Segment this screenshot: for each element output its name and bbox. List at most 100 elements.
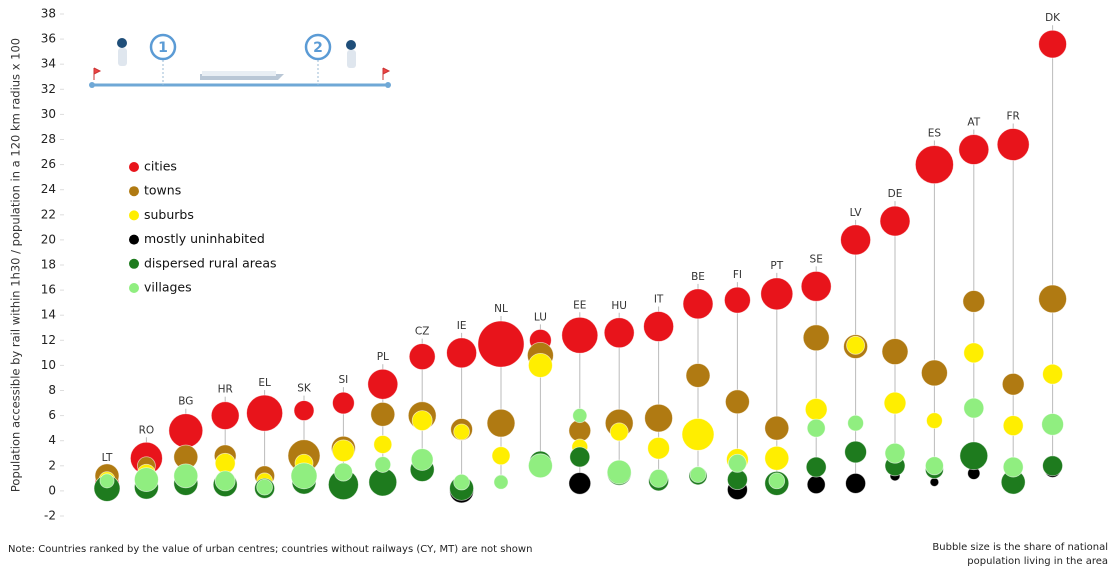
- bubble: [528, 353, 553, 378]
- bubble: [1038, 29, 1067, 59]
- bubble: [214, 470, 236, 492]
- bubble: [568, 472, 592, 495]
- category-label: LU: [534, 311, 547, 323]
- bubble: [760, 277, 794, 311]
- bubble: [134, 467, 159, 492]
- bubble: [99, 473, 115, 489]
- bubble: [924, 456, 944, 476]
- bubble: [1042, 455, 1063, 477]
- y-tick-label: 6: [48, 408, 56, 422]
- bubble: [800, 270, 832, 302]
- y-tick-label: 32: [41, 82, 56, 96]
- category-label: CZ: [415, 326, 430, 338]
- size-note: population living in the area: [967, 556, 1108, 567]
- bubble: [929, 477, 940, 487]
- category-label: DE: [888, 188, 903, 200]
- category-label: PT: [770, 260, 783, 272]
- bubble: [411, 410, 433, 432]
- bubble: [845, 472, 866, 494]
- y-tick-label: 24: [41, 182, 56, 196]
- bubbles: [93, 29, 1067, 504]
- bubble: [846, 335, 866, 355]
- bubble: [959, 441, 989, 471]
- bubble: [879, 205, 911, 237]
- category-label: BE: [691, 271, 705, 283]
- bubble: [609, 422, 629, 442]
- bubble: [884, 442, 906, 464]
- bubble: [453, 423, 470, 441]
- bubble: [370, 401, 396, 427]
- bubble: [649, 468, 669, 488]
- bubble: [764, 415, 790, 441]
- bubble: [332, 391, 355, 415]
- y-tick-label: 2: [48, 458, 56, 472]
- bubble: [921, 359, 948, 387]
- legend-label: cities: [144, 159, 177, 174]
- bubble: [963, 342, 985, 364]
- bubble: [528, 453, 553, 479]
- bubble: [290, 462, 318, 490]
- category-label: SE: [810, 253, 823, 265]
- bubble: [914, 145, 954, 185]
- legend-swatch: [129, 283, 139, 293]
- legend-label: towns: [144, 183, 181, 198]
- bubble: [806, 475, 826, 495]
- legend-swatch: [129, 258, 139, 269]
- category-label: PL: [377, 351, 389, 363]
- bubble: [453, 473, 470, 491]
- bubble: [963, 397, 985, 419]
- bubble: [210, 401, 240, 430]
- bubble: [173, 463, 199, 489]
- note: Note: Countries ranked by the value of u…: [8, 544, 532, 555]
- bubble: [685, 363, 711, 388]
- category-label: AT: [967, 117, 980, 129]
- bubble: [408, 343, 436, 371]
- bubble: [725, 389, 750, 415]
- bubble: [681, 418, 715, 451]
- bubble: [962, 290, 986, 313]
- category-label: RO: [139, 424, 155, 436]
- bubble: [847, 414, 864, 432]
- bubble: [246, 394, 284, 432]
- bubble: [996, 128, 1030, 161]
- size-note: Bubble size is the share of national: [932, 542, 1108, 553]
- y-tick-label: 26: [41, 157, 56, 171]
- y-tick-label: 10: [41, 358, 56, 372]
- bubble: [724, 286, 751, 314]
- legend-label: mostly uninhabited: [144, 231, 265, 246]
- bubble: [840, 224, 871, 256]
- y-tick-label: 20: [41, 232, 56, 246]
- legend-label: villages: [144, 280, 192, 295]
- bubble: [768, 472, 786, 490]
- bubble: [333, 462, 353, 482]
- bubble: [1038, 284, 1067, 314]
- bubble: [1041, 413, 1064, 436]
- category-label: HR: [218, 384, 233, 396]
- y-tick-label: 4: [48, 433, 56, 447]
- y-tick-label: 16: [41, 283, 56, 297]
- y-tick-label: 28: [41, 132, 56, 146]
- y-tick-label: 12: [41, 333, 56, 347]
- bubble: [926, 412, 943, 429]
- bubble: [881, 338, 909, 365]
- category-label: HU: [611, 300, 627, 312]
- bubble: [647, 436, 670, 460]
- y-tick-label: 22: [41, 207, 56, 221]
- bubble: [883, 391, 907, 415]
- bubble: [603, 317, 635, 349]
- marker-label: 1: [158, 40, 168, 56]
- bubble: [1002, 456, 1024, 478]
- bubble: [569, 446, 591, 468]
- illustration: [89, 33, 391, 88]
- y-axis-label: Population accessible by rail within 1h3…: [9, 38, 23, 492]
- bubble: [764, 445, 790, 471]
- bubble: [168, 413, 204, 449]
- legend-label: dispersed rural areas: [144, 255, 277, 270]
- bubble: [804, 398, 828, 421]
- bubble: [446, 337, 478, 369]
- bubble: [805, 456, 827, 478]
- bubble: [1001, 372, 1025, 396]
- category-label: SI: [339, 374, 349, 386]
- bubble: [1042, 363, 1063, 385]
